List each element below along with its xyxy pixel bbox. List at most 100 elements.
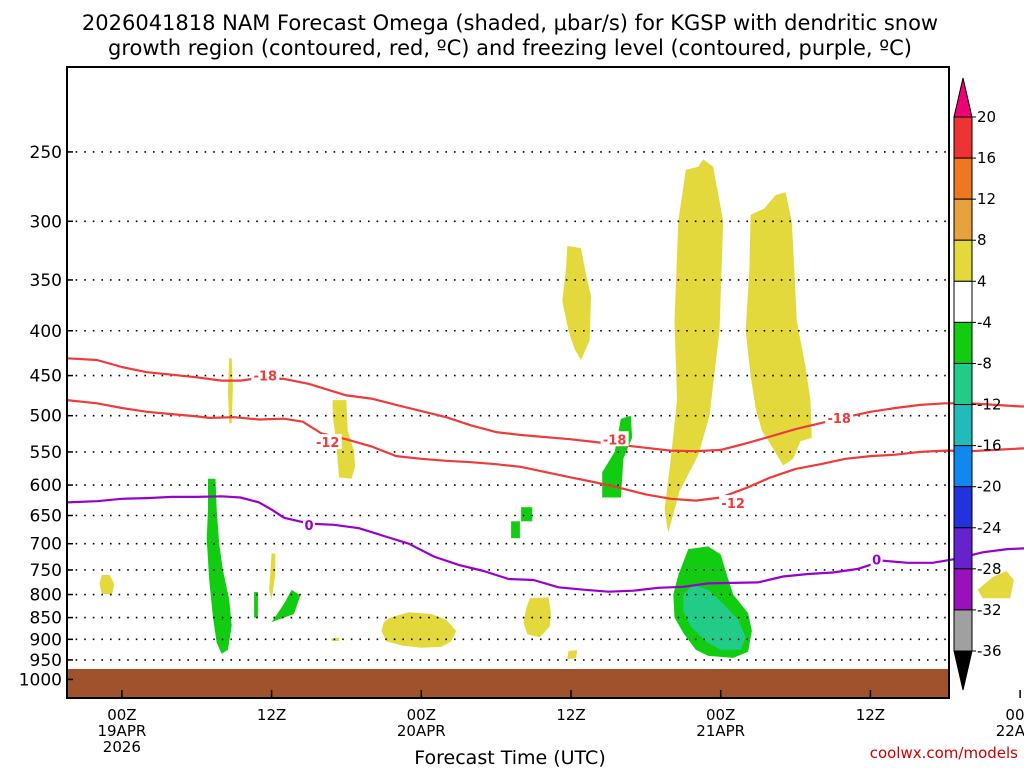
omega-region-12 — [206, 478, 232, 654]
omega-region-13 — [254, 592, 258, 618]
freezing-level-0-label-0: 0 — [304, 519, 313, 534]
x-axis-ticks: 00Z19APR202612Z00Z20APR12Z00Z21APR12Z00Z… — [97, 690, 1024, 756]
colorbar-label-10: -24 — [977, 519, 1002, 537]
colorbar-label-8: -16 — [977, 437, 1002, 455]
y-tick-label-850: 850 — [30, 609, 62, 629]
freezing-level-0-label-1: 0 — [872, 554, 881, 569]
freezing-level-0-label-bg-0 — [303, 516, 316, 532]
colorbar-swatch-10 — [953, 527, 973, 570]
colorbar-label-2: 12 — [977, 190, 996, 208]
y-axis-ticks: 2503003504004505005506006507007508008509… — [19, 143, 73, 690]
colorbar-label-4: 4 — [977, 272, 987, 290]
dgz-minus18-label-0: -18 — [254, 370, 278, 385]
omega-region-1 — [227, 358, 233, 424]
y-tick-label-550: 550 — [30, 443, 62, 463]
freezing-level-0-line — [66, 495, 1024, 593]
colorbar-label-1: 16 — [977, 149, 996, 167]
x-tick-label-0-2: 2026 — [103, 738, 141, 756]
omega-region-10 — [745, 192, 812, 466]
colorbar-swatch-7 — [953, 404, 973, 447]
dgz-minus18-label-bg-0 — [251, 367, 280, 383]
y-tick-label-950: 950 — [30, 651, 62, 671]
y-tick-label-250: 250 — [30, 143, 62, 163]
omega-region-7 — [567, 650, 578, 660]
x-tick-label-72-0: 00Z — [1005, 706, 1024, 724]
x-tick-label-48-0: 00Z — [706, 706, 735, 724]
dgz-minus12-label-0: -12 — [316, 436, 340, 451]
plot-frame — [66, 66, 950, 699]
x-tick-label-12-0: 12Z — [257, 706, 286, 724]
colorbar: 20 16 12 8 4 -4 -8 -12 -16 -20 -24 -28 -32 -36 — [953, 77, 1002, 691]
x-tick-label-24-0: 00Z — [407, 706, 436, 724]
omega-region-17 — [511, 521, 520, 539]
y-tick-label-750: 750 — [30, 561, 62, 581]
colorbar-swatch-3 — [953, 239, 973, 282]
colorbar-swatch-5 — [953, 321, 973, 364]
x-axis-label: Forecast Time (UTC) — [414, 747, 605, 768]
y-tick-label-1000: 1000 — [19, 670, 62, 690]
colorbar-swatch-11 — [953, 568, 973, 611]
chart-title-line1: 2026041818 NAM Forecast Omega (shaded, μ… — [82, 11, 938, 35]
colorbar-top-arrow — [953, 77, 973, 118]
y-tick-label-700: 700 — [30, 535, 62, 555]
x-tick-label-36-0: 12Z — [556, 706, 585, 724]
dgz-minus18-label-bg-2 — [825, 409, 854, 425]
colorbar-swatch-0 — [953, 116, 973, 159]
omega-region-5 — [331, 637, 339, 641]
colorbar-label-9: -20 — [977, 478, 1002, 496]
y-tick-label-350: 350 — [30, 271, 62, 291]
omega-region-11 — [977, 571, 1014, 599]
y-tick-label-500: 500 — [30, 407, 62, 427]
credit-text: coolwx.com/models — [870, 744, 1018, 762]
colorbar-swatch-1 — [953, 157, 973, 200]
omega-region-16 — [521, 507, 533, 522]
omega-region-14 — [271, 589, 301, 622]
omega-region-3 — [269, 553, 276, 600]
omega-region-19 — [683, 584, 746, 650]
dgz-minus18-label-bg-1 — [600, 431, 629, 447]
y-tick-label-450: 450 — [30, 367, 62, 387]
chart-title-line2: growth region (contoured, red, ºC) and f… — [108, 36, 912, 60]
colorbar-label-7: -12 — [977, 396, 1002, 414]
dgz-minus18-line — [66, 357, 1024, 453]
y-tick-label-400: 400 — [30, 322, 62, 342]
dgz-minus12-label-bg-1 — [719, 495, 748, 511]
freezing-level-0-label-bg-1 — [870, 551, 883, 567]
x-tick-label-0-1: 19APR — [97, 722, 146, 740]
dgz-minus18-label-2: -18 — [827, 412, 851, 427]
y-tick-label-650: 650 — [30, 507, 62, 527]
omega-region-9 — [664, 159, 724, 533]
x-tick-label-72-1: 22APR — [996, 722, 1024, 740]
dgz-minus18-label-1: -18 — [603, 433, 627, 448]
colorbar-swatch-6 — [953, 362, 973, 406]
colorbar-swatch-2 — [953, 198, 973, 241]
colorbar-bottom-arrow — [953, 650, 973, 691]
x-tick-label-24-1: 20APR — [397, 722, 446, 740]
plot-background — [67, 67, 949, 698]
grid-lines — [67, 151, 949, 681]
omega-region-0 — [99, 575, 115, 595]
contour-lines: -18 -18 -18 -12 -12 0 0 — [66, 357, 1024, 593]
colorbar-label-13: -36 — [977, 642, 1002, 660]
y-tick-label-900: 900 — [30, 630, 62, 650]
x-tick-label-0-0: 00Z — [107, 706, 136, 724]
y-tick-label-600: 600 — [30, 476, 62, 496]
colorbar-swatch-8 — [953, 445, 973, 488]
colorbar-label-12: -32 — [977, 601, 1002, 619]
x-tick-label-48-1: 21APR — [696, 722, 745, 740]
dgz-minus12-label-1: -12 — [721, 497, 745, 512]
ground-layer — [67, 669, 949, 698]
colorbar-label-11: -28 — [977, 560, 1002, 578]
x-tick-label-60-0: 12Z — [856, 706, 885, 724]
dgz-minus12-label-bg-0 — [313, 434, 342, 450]
colorbar-label-6: -8 — [977, 354, 992, 372]
omega-region-6 — [523, 597, 551, 638]
colorbar-label-5: -4 — [977, 313, 992, 331]
colorbar-label-0: 20 — [977, 108, 996, 126]
colorbar-swatch-4 — [953, 280, 973, 323]
colorbar-swatch-12 — [953, 609, 973, 652]
y-tick-label-300: 300 — [30, 212, 62, 232]
colorbar-swatch-9 — [953, 486, 973, 529]
dgz-minus12-line — [66, 399, 1024, 502]
